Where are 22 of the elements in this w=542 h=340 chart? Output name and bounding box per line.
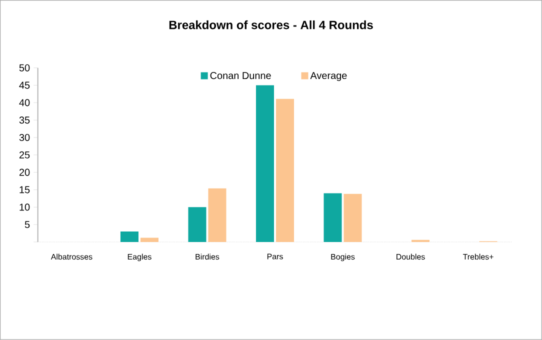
y-tick-label: 15 — [20, 186, 30, 194]
y-tick-label: 30 — [19, 134, 30, 142]
y-tick-label: 35 — [19, 116, 30, 124]
y-tick-label: 50 — [19, 64, 30, 72]
chart-title: Breakdown of scores - All 4 Rounds — [169, 20, 373, 30]
y-tick-label: 5 — [24, 221, 30, 228]
y-tick-label: 40 — [19, 99, 30, 106]
bar — [208, 188, 226, 242]
bar — [276, 98, 294, 242]
y-tick-label: 25 — [19, 151, 30, 159]
y-tick-label: 45 — [19, 82, 30, 89]
y-tick-label: 20 — [19, 168, 30, 176]
bar — [324, 193, 342, 242]
bar — [140, 238, 158, 242]
bar — [344, 194, 362, 242]
bar — [412, 240, 430, 242]
legend-label: Average — [310, 72, 347, 82]
legend-label: Conan Dunne — [210, 72, 271, 80]
y-tick-label: 10 — [20, 204, 30, 211]
bar — [120, 232, 138, 242]
bar — [256, 85, 274, 242]
bar — [188, 207, 206, 242]
